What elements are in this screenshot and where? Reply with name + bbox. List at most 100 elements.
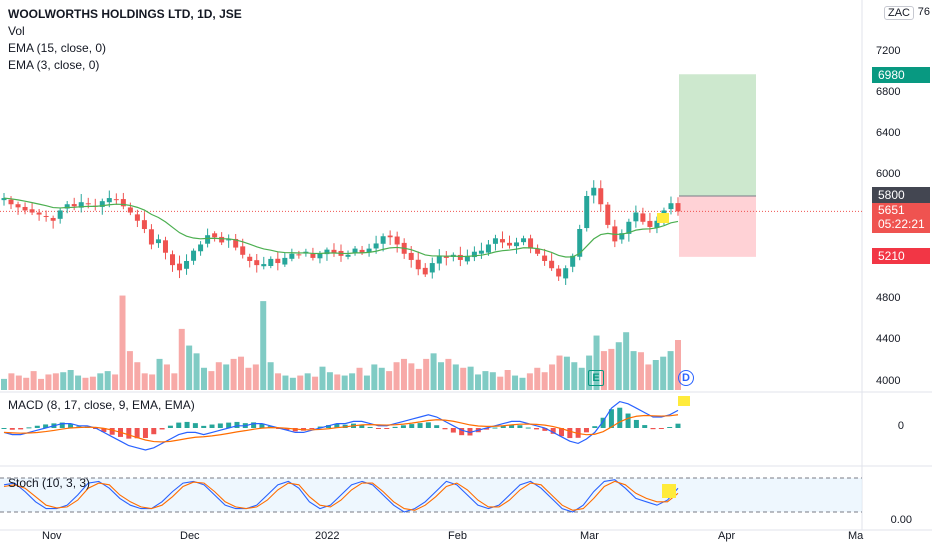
macd-label[interactable]: MACD (8, 17, close, 9, EMA, EMA) [8, 398, 195, 412]
candle-body [226, 239, 232, 241]
candle-body [556, 268, 562, 277]
chart-legend: WOOLWORTHS HOLDINGS LTD, 1D, JSE Vol EMA… [8, 6, 242, 74]
macd-histogram-bar [492, 427, 498, 429]
macd-histogram-bar [292, 428, 298, 432]
volume-bar [549, 364, 556, 390]
macd-histogram-bar [109, 428, 115, 435]
macd-histogram-bar [517, 425, 523, 428]
volume-bar [437, 362, 444, 390]
candle-body [345, 254, 351, 257]
candle-body [577, 229, 583, 257]
candle-body [219, 236, 225, 243]
volume-bar [230, 358, 237, 390]
volume-bar [667, 351, 674, 390]
volume-bar [171, 373, 178, 390]
volume-bar [393, 362, 400, 390]
volume-bar [534, 367, 541, 390]
time-tick-label: Nov [42, 530, 62, 542]
volume-bar [356, 367, 363, 390]
macd-histogram-bar [142, 428, 148, 438]
macd-histogram-bar [525, 427, 531, 429]
volume-bar [460, 367, 467, 390]
macd-histogram-bar [625, 413, 631, 428]
candle-body [205, 235, 211, 244]
volume-bar [8, 373, 15, 390]
candle-body [22, 206, 28, 211]
earnings-marker[interactable]: E [588, 370, 604, 386]
candle-body [598, 188, 604, 205]
target-zone [679, 74, 756, 196]
macd-histogram-bar [309, 428, 315, 429]
legend-ema3[interactable]: EMA (3, close, 0) [8, 58, 100, 72]
candle-body [71, 204, 77, 207]
bar-countdown: 05:22:21 [878, 217, 925, 231]
volume-bar [556, 355, 563, 390]
candle-body [373, 243, 379, 249]
volume-bar [423, 358, 430, 390]
volume-bar [52, 373, 59, 390]
volume-bar [637, 352, 644, 390]
volume-bar [571, 362, 578, 390]
macd-histogram-bar [583, 428, 589, 433]
macd-histogram-bar [425, 422, 431, 428]
macd-histogram-bar [575, 428, 581, 438]
candle-body [191, 250, 197, 261]
macd-histogram-bar [359, 424, 365, 428]
highlight-note [662, 484, 676, 498]
price-tick-label: 6400 [876, 127, 901, 140]
candle-body [120, 199, 126, 207]
volume-bar [578, 367, 585, 390]
volume-bar [400, 358, 407, 390]
dividend-marker[interactable]: D [678, 370, 694, 386]
macd-histogram-bar [650, 428, 656, 430]
volume-bar [141, 373, 148, 390]
volume-bar [445, 358, 452, 390]
macd-histogram-bar [317, 426, 323, 428]
candle-body [113, 199, 119, 201]
volume-bar [615, 342, 622, 390]
candle-body [647, 220, 653, 227]
macd-histogram-bar [201, 425, 207, 428]
currency-button[interactable]: ZAC [884, 6, 914, 20]
macd-histogram-bar [617, 407, 623, 428]
macd-histogram-bar [234, 421, 240, 428]
macd-histogram-bar [384, 428, 390, 429]
candle-body [170, 254, 175, 266]
macd-histogram-bar [18, 428, 24, 430]
legend-vol[interactable]: Vol [8, 24, 25, 38]
candle-body [212, 233, 218, 238]
candle-body [514, 242, 520, 247]
macd-histogram-bar [409, 424, 415, 428]
candle-body [443, 255, 449, 258]
candle-body [106, 198, 112, 203]
volume-bar [408, 363, 415, 390]
macd-histogram-bar [217, 423, 223, 428]
macd-histogram-bar [434, 425, 440, 428]
volume-bar [652, 360, 659, 390]
candle-body [542, 255, 548, 261]
symbol-title[interactable]: WOOLWORTHS HOLDINGS LTD, 1D, JSE [8, 7, 242, 21]
volume-bar [200, 367, 207, 390]
candle-body [134, 214, 140, 221]
stoch-label[interactable]: Stoch (10, 3, 3) [8, 476, 91, 490]
candle-body [499, 239, 505, 243]
volume-bar [75, 375, 82, 390]
candle-body [36, 212, 42, 215]
legend-ema15[interactable]: EMA (15, close, 0) [8, 41, 107, 55]
candle-body [429, 263, 435, 273]
candle-body [184, 260, 190, 269]
macd-histogram-bar [658, 428, 664, 429]
volume-bar [326, 372, 333, 390]
volume-bar [378, 367, 385, 390]
candle-body [289, 253, 295, 259]
candle-body [366, 248, 372, 253]
price-tick-label: 6800 [876, 85, 901, 98]
candle-body [464, 255, 470, 262]
volume-bar [223, 364, 230, 390]
volume-bar [593, 335, 600, 390]
candle-body [268, 258, 274, 266]
candle-body [584, 196, 590, 229]
macd-histogram-bar [550, 428, 556, 434]
macd-histogram-bar [101, 428, 107, 433]
